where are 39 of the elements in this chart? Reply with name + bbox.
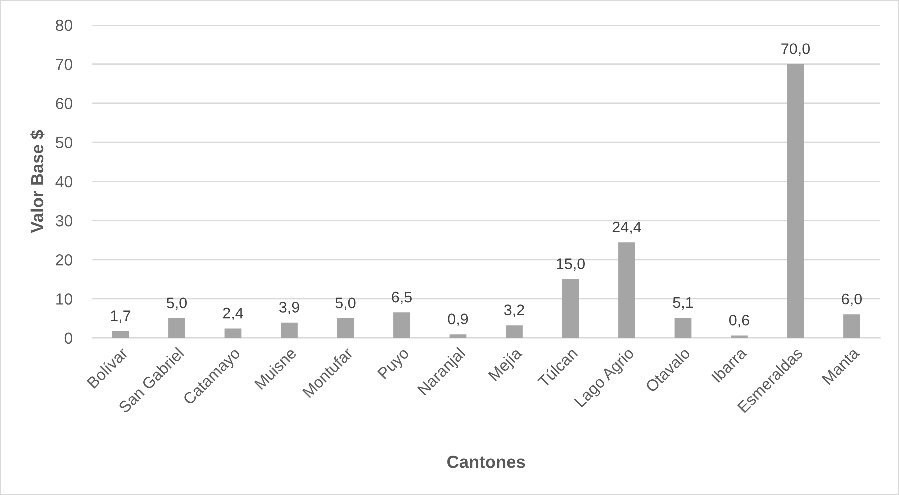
bar bbox=[506, 326, 523, 338]
data-label: 15,0 bbox=[557, 258, 586, 272]
data-label: 5,0 bbox=[166, 298, 187, 310]
bar bbox=[787, 64, 804, 338]
bar bbox=[112, 331, 130, 338]
bar bbox=[674, 318, 692, 338]
bar bbox=[168, 318, 186, 338]
data-label: 5,0 bbox=[336, 298, 356, 310]
y-tick-label: 30 bbox=[56, 215, 73, 227]
data-label: 5,1 bbox=[673, 298, 694, 310]
data-label: 3,2 bbox=[504, 304, 524, 318]
data-label: 2,4 bbox=[223, 308, 244, 321]
bar bbox=[394, 312, 410, 338]
bar bbox=[731, 336, 748, 338]
data-label: 24,4 bbox=[612, 222, 642, 235]
data-label: 0,9 bbox=[448, 314, 468, 326]
y-tick-label: 0 bbox=[64, 332, 73, 344]
y-axis-title: Valor Base $ bbox=[30, 130, 45, 234]
y-tick-label: 70 bbox=[56, 58, 73, 70]
x-axis-title: Cantones bbox=[448, 456, 526, 468]
data-label: 0,6 bbox=[729, 314, 750, 328]
bar bbox=[281, 322, 298, 338]
data-label: 6,5 bbox=[392, 292, 412, 305]
bar bbox=[224, 328, 242, 338]
bar bbox=[450, 334, 467, 338]
data-label: 6,0 bbox=[842, 294, 862, 306]
bar bbox=[337, 318, 354, 338]
y-tick-label: 60 bbox=[56, 98, 73, 110]
bar bbox=[618, 242, 636, 338]
bar bbox=[562, 279, 580, 338]
y-tick-label: 20 bbox=[56, 254, 73, 266]
y-tick-label: 10 bbox=[56, 294, 73, 305]
y-tick-label: 40 bbox=[56, 176, 73, 188]
data-label: 70,0 bbox=[782, 44, 810, 56]
data-label: 1,7 bbox=[111, 310, 131, 324]
bar bbox=[844, 314, 860, 338]
y-tick-label: 50 bbox=[56, 137, 73, 149]
y-tick-label: 80 bbox=[56, 20, 73, 32]
data-label: 3,9 bbox=[279, 302, 300, 315]
